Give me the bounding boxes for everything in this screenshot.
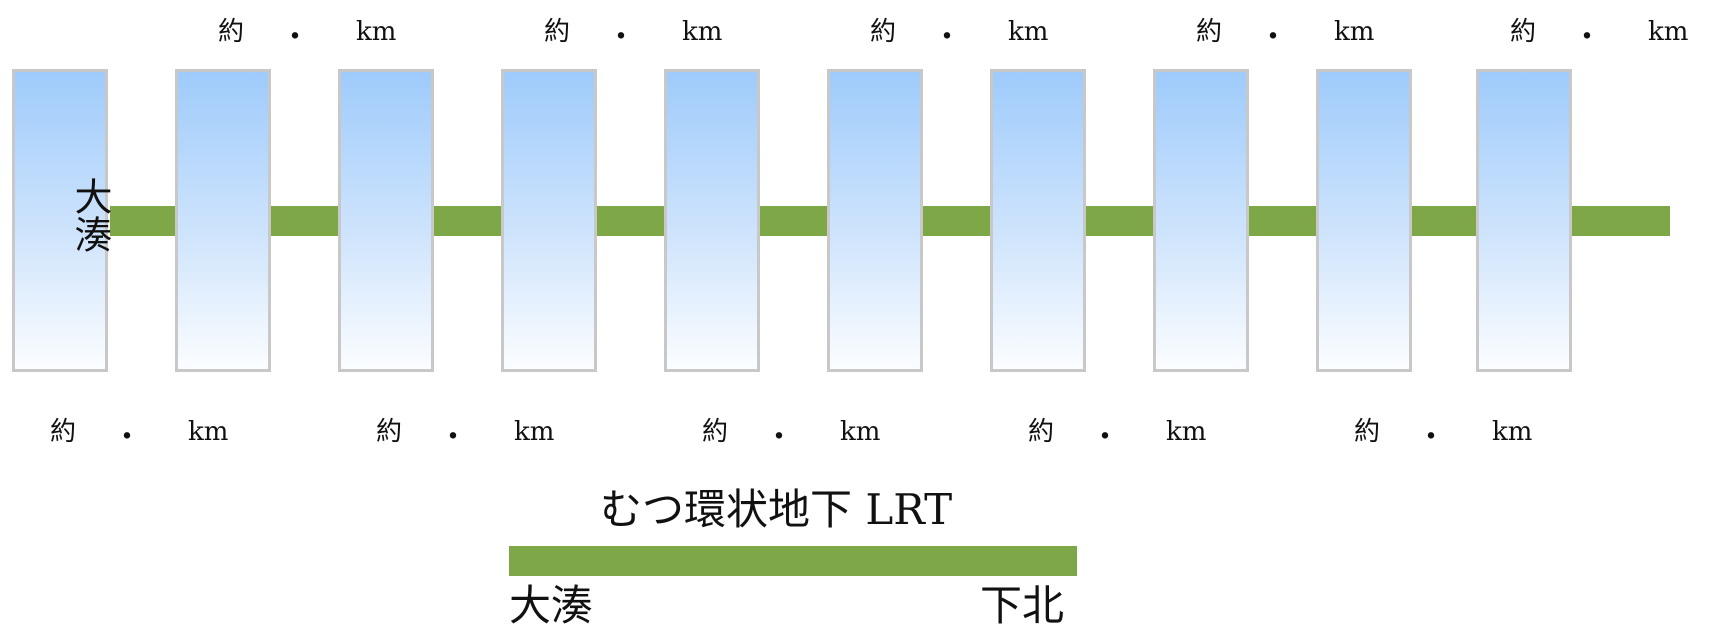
station-name: 大湊 [68, 177, 112, 253]
station-9 [1316, 69, 1412, 372]
distance-label-top: 約 ・ km [218, 12, 418, 55]
station-7 [990, 69, 1086, 372]
distance-dot: ・ [1090, 420, 1120, 455]
station-8 [1153, 69, 1249, 372]
distance-prefix: 約 [702, 417, 729, 447]
distance-label-bottom: 約 ・ km [376, 412, 576, 455]
station-1: 大湊 [12, 69, 112, 372]
legend-line-swatch [509, 546, 1077, 576]
legend-title: むつ環状地下 LRT [600, 485, 953, 534]
distance-unit: km [188, 417, 229, 447]
distance-prefix: 約 [1510, 17, 1537, 47]
station-5 [664, 69, 760, 372]
distance-prefix: 約 [376, 417, 403, 447]
distance-unit: km [1492, 417, 1533, 447]
distance-label-top: 約 ・ km [870, 12, 1070, 55]
distance-unit: km [1334, 17, 1375, 47]
station-4 [501, 69, 597, 372]
distance-prefix: 約 [870, 17, 897, 47]
distance-label-top: 約 ・ km [544, 12, 744, 55]
distance-unit: km [514, 417, 555, 447]
distance-dot: ・ [606, 20, 636, 55]
distance-label-bottom: 約 ・ km [702, 412, 902, 455]
distance-dot: ・ [1572, 20, 1602, 55]
station-3 [338, 69, 434, 372]
distance-label-bottom: 約 ・ km [1028, 412, 1228, 455]
distance-prefix: 約 [544, 17, 571, 47]
distance-unit: km [356, 17, 397, 47]
distance-label-bottom: 約 ・ km [50, 412, 250, 455]
distance-dot: ・ [764, 420, 794, 455]
distance-dot: ・ [280, 20, 310, 55]
station-10 [1476, 69, 1572, 372]
station-6 [827, 69, 923, 372]
distance-dot: ・ [932, 20, 962, 55]
distance-dot: ・ [1258, 20, 1288, 55]
distance-unit: km [1008, 17, 1049, 47]
distance-label-top: 約 ・ km [1196, 12, 1396, 55]
distance-unit: km [1648, 17, 1689, 47]
distance-label-top: 約 ・ km [1510, 12, 1710, 55]
distance-unit: km [1166, 417, 1207, 447]
distance-prefix: 約 [1028, 417, 1055, 447]
station-2 [175, 69, 271, 372]
distance-prefix: 約 [50, 417, 77, 447]
distance-dot: ・ [438, 420, 468, 455]
legend-to-label: 下北 [980, 581, 1065, 630]
distance-prefix: 約 [1196, 17, 1223, 47]
distance-unit: km [682, 17, 723, 47]
distance-prefix: 約 [218, 17, 245, 47]
distance-prefix: 約 [1354, 417, 1381, 447]
distance-label-bottom: 約 ・ km [1354, 412, 1554, 455]
distance-dot: ・ [112, 420, 142, 455]
distance-unit: km [840, 417, 881, 447]
distance-dot: ・ [1416, 420, 1446, 455]
legend-from-label: 大湊 [509, 581, 594, 630]
